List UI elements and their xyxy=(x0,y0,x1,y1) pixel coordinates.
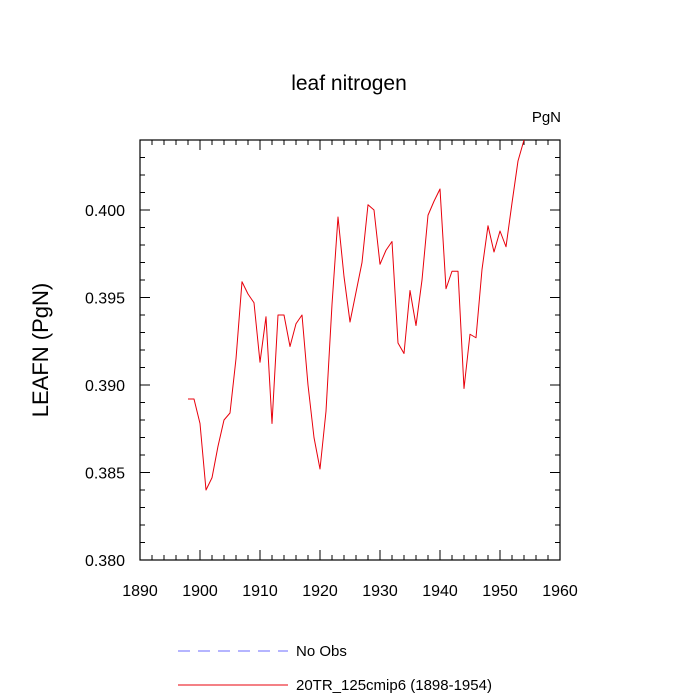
x-tick-label: 1940 xyxy=(422,583,458,600)
y-tick-label: 0.390 xyxy=(85,378,125,395)
y-axis-label: LEAFN (PgN) xyxy=(28,283,53,417)
y-tick-label: 0.380 xyxy=(85,553,125,570)
legend: No Obs 20TR_125cmip6 (1898-1954) xyxy=(178,643,492,694)
plot-frame xyxy=(139,139,561,561)
x-tick-label: 1900 xyxy=(182,583,218,600)
legend-label-model: 20TR_125cmip6 (1898-1954) xyxy=(296,677,492,694)
plot-border xyxy=(139,139,561,561)
legend-label-no-obs: No Obs xyxy=(296,643,347,660)
x-tick-label: 1930 xyxy=(362,583,398,600)
axis-tick-labels: 1890 1900 1910 1920 1930 1940 1950 1960 0.380 0.3… xyxy=(85,203,578,600)
series-line-1 xyxy=(188,139,525,491)
units-label: PgN xyxy=(532,109,561,126)
x-tick-label: 1950 xyxy=(482,583,518,600)
y-tick-label: 0.400 xyxy=(85,203,125,220)
series-layer xyxy=(188,139,525,491)
x-tick-label: 1960 xyxy=(542,583,578,600)
x-tick-label: 1910 xyxy=(242,583,278,600)
chart-title: leaf nitrogen xyxy=(291,72,407,95)
axis-ticks xyxy=(139,139,561,561)
x-tick-label: 1920 xyxy=(302,583,338,600)
x-tick-label: 1890 xyxy=(122,583,158,600)
y-tick-label: 0.395 xyxy=(85,291,125,308)
y-tick-label: 0.385 xyxy=(85,466,125,483)
